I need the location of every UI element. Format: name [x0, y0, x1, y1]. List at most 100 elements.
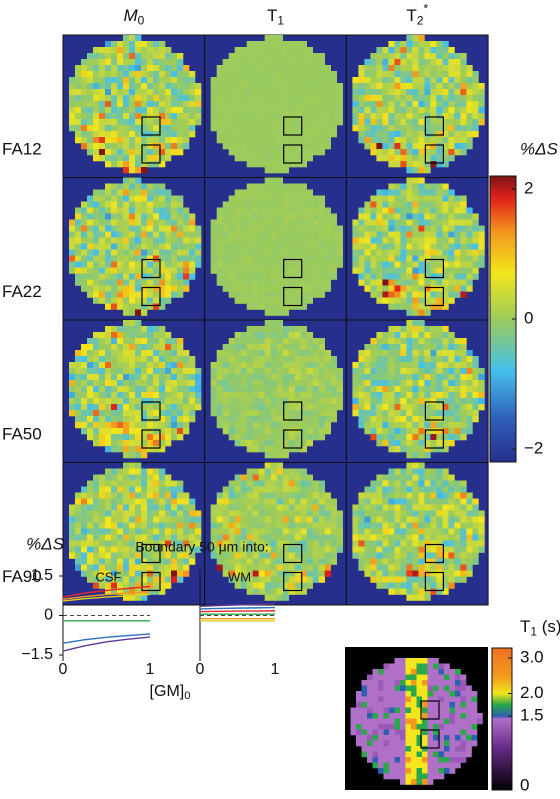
map-pixel	[294, 546, 301, 553]
map-pixel	[264, 125, 271, 132]
map-pixel	[388, 588, 395, 595]
map-pixel	[216, 243, 223, 250]
map-pixel	[394, 65, 401, 72]
map-pixel	[111, 410, 118, 417]
map-pixel	[376, 510, 383, 517]
map-pixel	[234, 231, 241, 238]
map-pixel	[448, 564, 455, 571]
map-pixel	[442, 201, 449, 208]
map-pixel	[424, 392, 431, 399]
map-pixel	[123, 440, 130, 447]
map-pixel	[478, 404, 485, 411]
map-pixel	[382, 344, 389, 351]
map-pixel	[111, 570, 118, 577]
map-pixel	[69, 540, 76, 547]
map-pixel	[117, 89, 124, 96]
map-pixel	[460, 368, 467, 375]
map-pixel	[252, 219, 259, 226]
map-pixel	[264, 374, 271, 381]
map-pixel	[270, 183, 277, 190]
map-pixel	[111, 41, 118, 48]
map-pixel	[228, 83, 235, 90]
map-pixel	[129, 386, 136, 393]
map-pixel	[276, 398, 283, 405]
map-pixel	[270, 303, 277, 310]
map-pixel	[358, 213, 365, 220]
map-pixel	[418, 516, 425, 523]
map-pixel	[123, 161, 130, 168]
map-pixel	[123, 131, 130, 138]
map-pixel	[93, 119, 100, 126]
map-pixel	[448, 243, 455, 250]
map-pixel	[147, 189, 154, 196]
map-pixel	[400, 558, 407, 565]
map-pixel	[358, 362, 365, 369]
map-pixel	[69, 504, 76, 511]
map-pixel	[270, 410, 277, 417]
map-pixel	[424, 446, 431, 453]
map-pixel	[382, 528, 389, 535]
map-pixel	[258, 558, 265, 565]
map-pixel	[370, 77, 377, 84]
map-pixel	[318, 528, 325, 535]
map-pixel	[111, 374, 118, 381]
map-pixel	[105, 113, 112, 120]
map-pixel	[81, 219, 88, 226]
map-pixel	[282, 279, 289, 286]
map-pixel	[370, 416, 377, 423]
map-pixel	[306, 570, 313, 577]
map-pixel	[330, 107, 337, 114]
map-pixel	[324, 89, 331, 96]
map-pixel	[394, 131, 401, 138]
map-pixel	[294, 249, 301, 256]
map-pixel	[93, 398, 100, 405]
map-pixel	[424, 528, 431, 535]
map-pixel	[240, 516, 247, 523]
roi-box	[424, 543, 444, 564]
map-pixel	[81, 558, 88, 565]
map-pixel	[300, 510, 307, 517]
map-pixel	[364, 410, 371, 417]
map-pixel	[123, 546, 130, 553]
map-pixel	[276, 386, 283, 393]
map-pixel	[135, 428, 142, 435]
map-pixel	[454, 576, 461, 583]
map-pixel	[135, 161, 142, 168]
map-pixel	[312, 356, 319, 363]
map-pixel	[129, 594, 136, 601]
map-pixel	[418, 261, 425, 268]
map-pixel	[466, 416, 473, 423]
map-pixel	[135, 53, 142, 60]
map-pixel	[382, 291, 389, 298]
map-pixel	[282, 131, 289, 138]
map-pixel	[376, 143, 383, 150]
map-pixel	[147, 368, 154, 375]
map-pixel	[460, 213, 467, 220]
t1-pixel	[378, 680, 384, 686]
map-pixel	[448, 338, 455, 345]
map-pixel	[300, 386, 307, 393]
map-pixel	[406, 474, 413, 481]
map-pixel	[288, 125, 295, 132]
map-pixel	[240, 297, 247, 304]
map-pixel	[442, 522, 449, 529]
map-pixel	[472, 261, 479, 268]
map-pixel	[123, 386, 130, 393]
map-pixel	[324, 522, 331, 529]
map-pixel	[300, 398, 307, 405]
map-pixel	[183, 131, 190, 138]
map-pixel	[228, 243, 235, 250]
map-pixel	[105, 143, 112, 150]
map-pixel	[406, 576, 413, 583]
map-pixel	[276, 285, 283, 292]
map-pixel	[382, 546, 389, 553]
map-pixel	[117, 428, 124, 435]
map-pixel	[270, 362, 277, 369]
map-panel	[204, 34, 347, 178]
map-pixel	[282, 374, 289, 381]
map-pixel	[141, 297, 148, 304]
roi-box	[424, 401, 444, 421]
t1-pixel	[389, 669, 395, 675]
map-pixel	[442, 195, 449, 202]
map-pixel	[159, 143, 166, 150]
